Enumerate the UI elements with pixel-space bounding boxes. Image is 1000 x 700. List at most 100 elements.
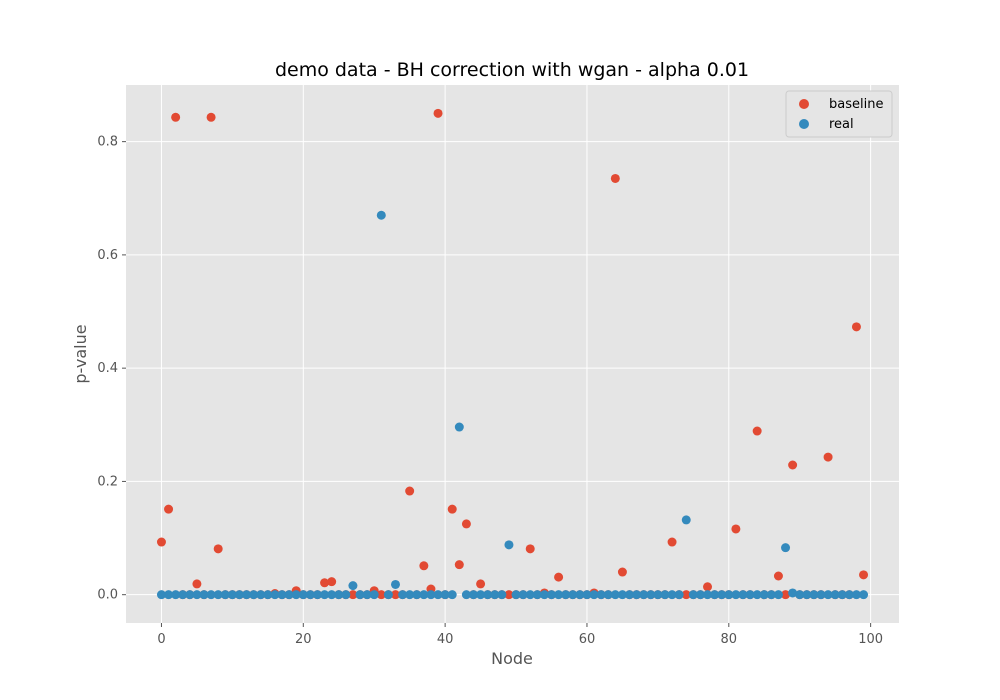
x-tick-label: 80 <box>721 632 738 647</box>
point-real <box>476 590 486 600</box>
point-real <box>312 590 322 600</box>
point-real <box>745 590 755 600</box>
point-baseline <box>703 582 713 592</box>
point-baseline <box>348 590 358 600</box>
x-axis-ticks: 0 20 40 60 80 100 <box>157 623 883 647</box>
point-real <box>497 590 507 600</box>
point-real <box>781 543 791 553</box>
point-baseline <box>171 112 181 122</box>
grid <box>126 85 899 623</box>
point-real <box>632 590 642 600</box>
point-baseline <box>433 108 443 118</box>
point-real <box>539 590 549 600</box>
point-real <box>738 590 748 600</box>
point-real <box>383 590 393 600</box>
point-real <box>164 590 174 600</box>
point-real <box>412 590 422 600</box>
point-real <box>625 590 635 600</box>
point-baseline <box>327 577 337 587</box>
point-real <box>561 590 571 600</box>
point-real <box>355 590 365 600</box>
point-real <box>710 590 720 600</box>
point-baseline <box>320 578 330 588</box>
point-baseline <box>525 544 535 554</box>
point-real <box>220 590 230 600</box>
point-real <box>348 581 358 591</box>
point-real <box>376 210 386 220</box>
point-real <box>249 590 259 600</box>
y-axis-ticks: 0.0 0.2 0.4 0.6 0.8 <box>97 135 126 603</box>
point-real <box>802 590 812 600</box>
point-baseline <box>667 537 677 547</box>
point-real <box>837 590 847 600</box>
legend: baseline real <box>785 90 893 138</box>
point-real <box>362 590 372 600</box>
point-real <box>327 590 337 600</box>
point-baseline <box>454 560 464 570</box>
point-real <box>639 590 649 600</box>
point-baseline <box>156 537 166 547</box>
point-real <box>617 590 627 600</box>
point-real <box>547 590 557 600</box>
point-baseline <box>823 452 833 462</box>
point-baseline <box>447 504 457 514</box>
point-real <box>468 590 478 600</box>
y-tick-label: 0.6 <box>97 248 118 263</box>
point-real <box>660 590 670 600</box>
point-baseline <box>164 504 174 514</box>
point-baseline <box>213 544 223 554</box>
x-tick-label: 60 <box>579 632 596 647</box>
point-real <box>823 590 833 600</box>
point-real <box>688 590 698 600</box>
point-baseline <box>752 426 762 436</box>
point-baseline <box>476 579 486 589</box>
point-real <box>575 590 585 600</box>
legend-marker-baseline <box>799 99 809 109</box>
point-real <box>518 590 528 600</box>
point-real <box>582 590 592 600</box>
point-real <box>171 590 181 600</box>
plot-area <box>126 85 899 623</box>
point-real <box>320 590 330 600</box>
point-real <box>405 590 415 600</box>
point-baseline <box>859 570 869 580</box>
point-baseline <box>773 571 783 581</box>
point-real <box>703 590 713 600</box>
point-real <box>277 590 287 600</box>
point-real <box>242 590 252 600</box>
point-baseline <box>851 322 861 332</box>
point-real <box>504 540 514 550</box>
point-real <box>234 590 244 600</box>
chart-title: demo data - BH correction with wgan - al… <box>275 59 749 81</box>
point-baseline <box>681 590 691 600</box>
series-real <box>156 210 869 600</box>
point-real <box>766 590 776 600</box>
point-real <box>752 590 762 600</box>
point-baseline <box>461 519 471 529</box>
point-real <box>185 590 195 600</box>
point-real <box>589 590 599 600</box>
point-baseline <box>405 486 415 496</box>
x-tick-label: 100 <box>858 632 883 647</box>
legend-marker-real <box>799 119 809 129</box>
point-real <box>199 590 209 600</box>
point-real <box>653 590 663 600</box>
point-real <box>426 590 436 600</box>
point-real <box>731 590 741 600</box>
point-real <box>483 590 493 600</box>
point-real <box>596 590 606 600</box>
point-real <box>667 590 677 600</box>
point-real <box>773 590 783 600</box>
x-axis-label: Node <box>491 649 533 668</box>
point-baseline <box>731 524 741 534</box>
point-baseline <box>390 590 400 600</box>
y-tick-label: 0.4 <box>97 361 118 376</box>
point-baseline <box>192 579 202 589</box>
point-real <box>844 590 854 600</box>
point-real <box>674 590 684 600</box>
point-real <box>816 590 826 600</box>
point-real <box>809 590 819 600</box>
point-baseline <box>504 590 514 600</box>
point-real <box>390 579 400 589</box>
